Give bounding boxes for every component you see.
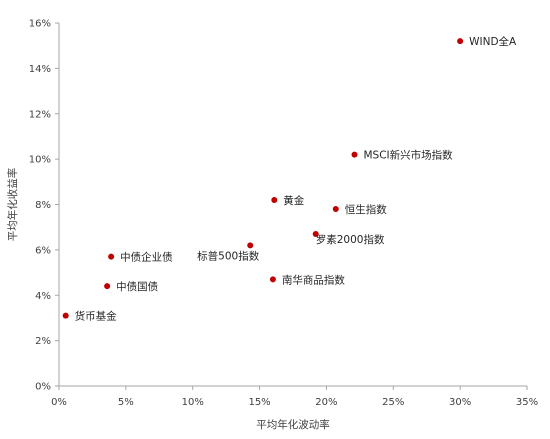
data-label: 南华商品指数 [282, 273, 345, 286]
x-tick-label: 20% [315, 397, 337, 408]
data-label: WIND全A [469, 35, 517, 48]
data-label: 罗素2000指数 [316, 233, 385, 246]
data-label: 中债企业债 [120, 251, 173, 264]
x-tick-label: 0% [51, 397, 67, 408]
x-tick-label: 15% [248, 397, 270, 408]
data-label: 中债国债 [116, 280, 158, 293]
axes [55, 22, 528, 390]
x-tick-label: 30% [449, 397, 471, 408]
x-tick-label: 35% [516, 397, 538, 408]
data-point [62, 312, 69, 319]
data-point [312, 230, 319, 237]
x-tick-label: 25% [382, 397, 404, 408]
data-point [247, 242, 254, 249]
y-tick-label: 14% [29, 64, 51, 75]
data-label: 恒生指数 [345, 203, 387, 216]
data-point [104, 283, 111, 290]
data-points [62, 38, 464, 319]
data-point [332, 206, 339, 213]
x-tick-label: 10% [182, 397, 204, 408]
tick-labels: 0% 5% 10% 15% 20% 25% 30% 35% 0% 2% 4% 6% 8% 10% 12% 14… [29, 19, 538, 409]
data-point [269, 276, 276, 283]
data-label: 货币基金 [75, 310, 117, 323]
data-label: MSCI新兴市场指数 [364, 149, 454, 162]
data-point [457, 38, 464, 45]
data-point [108, 253, 115, 260]
y-tick-label: 16% [29, 19, 51, 30]
data-point [271, 196, 278, 203]
y-axis-title: 平均年化收益率 [6, 168, 19, 242]
y-tick-label: 0% [35, 382, 51, 393]
x-axis-title: 平均年化波动率 [256, 418, 330, 431]
data-point [351, 151, 358, 158]
y-tick-label: 12% [29, 109, 51, 120]
y-tick-label: 10% [29, 155, 51, 166]
y-tick-label: 8% [35, 200, 51, 211]
data-label: 标普500指数 [197, 249, 260, 262]
y-tick-label: 2% [35, 336, 51, 347]
y-tick-label: 4% [35, 291, 51, 302]
y-tick-label: 6% [35, 245, 51, 256]
x-tick-label: 5% [118, 397, 134, 408]
data-label: 黄金 [283, 194, 304, 207]
